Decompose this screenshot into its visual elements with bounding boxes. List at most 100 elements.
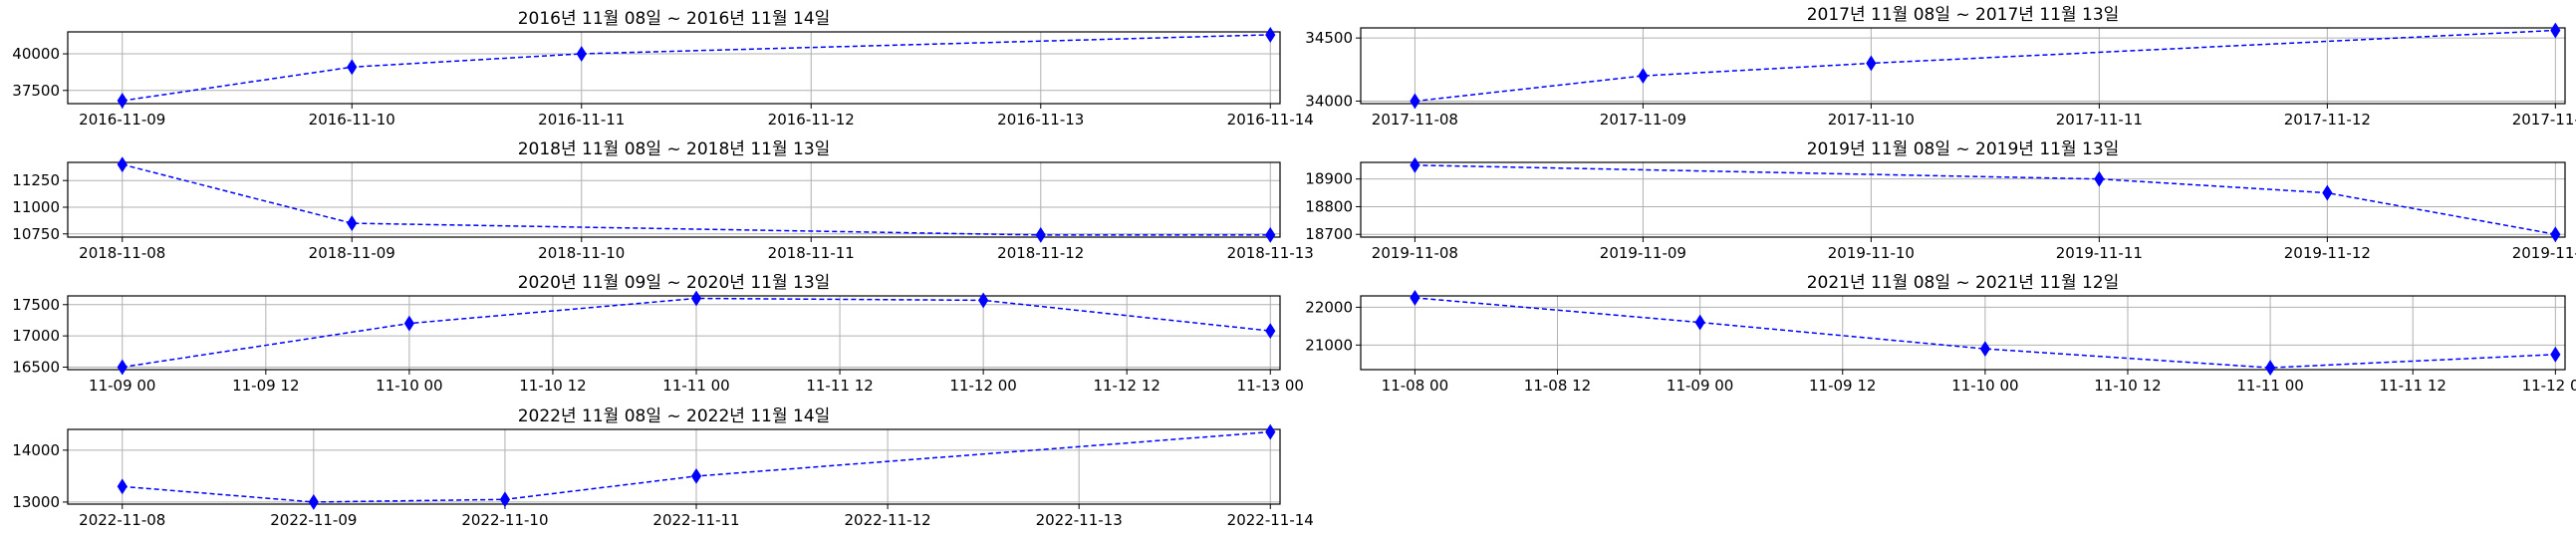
x-tick-label: 2019-11-10 <box>1828 244 1915 262</box>
x-tick-label: 11-08 12 <box>1524 377 1591 395</box>
x-tick-label: 2017-11-10 <box>1828 111 1915 129</box>
y-tick-label: 14000 <box>12 441 60 459</box>
x-tick-label: 11-09 12 <box>232 377 299 395</box>
chart-title: 2022년 11월 08일 ~ 2022년 11월 14일 <box>518 406 831 426</box>
y-tick-label: 17000 <box>12 327 60 345</box>
x-tick-label: 2017-11-13 <box>2512 111 2576 129</box>
x-tick-label: 11-10 12 <box>519 377 586 395</box>
chart-panel-7: 2022-11-08 2022-11-09 2022-11-10 2022-11-11… <box>12 406 1314 529</box>
y-tick-label: 21000 <box>1305 336 1353 354</box>
x-tick-label: 11-12 00 <box>949 377 1016 395</box>
x-tick-label: 2022-11-11 <box>652 511 739 529</box>
x-tick-label: 2016-11-12 <box>768 111 855 129</box>
chart-panel-2: 2017-11-08 2017-11-09 2017-11-10 2017-11-11… <box>1305 5 2576 129</box>
x-tick-label: 2018-11-10 <box>538 244 625 262</box>
x-tick-label: 11-12 12 <box>1093 377 1159 395</box>
x-tick-label: 11-10 12 <box>2094 377 2161 395</box>
y-tick-label: 18900 <box>1305 170 1353 188</box>
data-point <box>1265 323 1276 340</box>
data-point <box>1979 341 1990 358</box>
x-tick-label: 2018-11-11 <box>768 244 855 262</box>
y-tick-label: 34500 <box>1305 29 1353 47</box>
y-tick-label: 13000 <box>12 493 60 511</box>
x-tick-label: 2018-11-13 <box>1227 244 1314 262</box>
x-tick-label: 2017-11-08 <box>1372 111 1458 129</box>
data-point <box>978 292 989 309</box>
data-point <box>2550 346 2561 363</box>
y-tick-label: 18700 <box>1305 225 1353 243</box>
series-line <box>1415 164 2556 235</box>
data-point <box>117 478 128 495</box>
x-tick-label: 11-08 00 <box>1382 377 1448 395</box>
data-point <box>499 491 511 508</box>
x-tick-label: 11-12 00 <box>2522 377 2576 395</box>
data-point <box>1866 55 1877 72</box>
data-point <box>117 93 128 109</box>
data-point <box>2550 226 2561 243</box>
data-point <box>2550 22 2561 39</box>
data-point <box>2094 170 2105 187</box>
x-tick-label: 2022-11-14 <box>1227 511 1314 529</box>
chart-panel-1: 2016-11-09 2016-11-10 2016-11-11 2016-11-12… <box>12 9 1314 129</box>
x-tick-label: 2022-11-13 <box>1036 511 1123 529</box>
y-tick-label: 40000 <box>12 45 60 63</box>
chart-panel-4: 2019-11-08 2019-11-09 2019-11-10 2019-11-11… <box>1305 139 2576 262</box>
y-tick-label: 11250 <box>12 171 60 189</box>
data-point <box>117 156 128 173</box>
axes-frame <box>67 295 1281 371</box>
chart-panel-5: 11-09 00 11-09 12 11-10 00 11-10 12 11-11 00… <box>12 273 1304 395</box>
chart-title: 2020년 11월 09일 ~ 2020년 11월 13일 <box>518 273 831 293</box>
x-tick-label: 2016-11-14 <box>1227 111 1314 129</box>
axes-frame <box>1360 27 2566 105</box>
y-tick-label: 16500 <box>12 358 60 376</box>
data-point <box>117 359 128 376</box>
x-tick-label: 2022-11-12 <box>845 511 931 529</box>
data-point <box>690 467 702 484</box>
data-point <box>1035 226 1046 243</box>
data-point <box>2322 184 2333 201</box>
x-tick-label: 11-09 00 <box>89 377 155 395</box>
x-tick-label: 11-10 00 <box>1951 377 2018 395</box>
x-tick-label: 2017-11-09 <box>1600 111 1686 129</box>
x-tick-label: 2019-11-11 <box>2056 244 2143 262</box>
x-tick-label: 2016-11-09 <box>79 111 165 129</box>
x-tick-label: 2022-11-09 <box>270 511 357 529</box>
x-tick-label: 2018-11-09 <box>309 244 395 262</box>
x-tick-label: 2022-11-08 <box>79 511 165 529</box>
chart-panel-3: 2018-11-08 2018-11-09 2018-11-10 2018-11-11… <box>12 139 1314 262</box>
data-point <box>690 290 702 307</box>
chart-title: 2021년 11월 08일 ~ 2021년 11월 12일 <box>1807 273 2120 293</box>
x-tick-label: 2018-11-08 <box>79 244 165 262</box>
series-line <box>122 34 1271 102</box>
data-point <box>347 215 358 231</box>
chart-title: 2018년 11월 08일 ~ 2018년 11월 13일 <box>518 139 831 159</box>
x-tick-label: 2018-11-12 <box>997 244 1084 262</box>
x-tick-label: 2017-11-11 <box>2056 111 2143 129</box>
data-point <box>1265 423 1276 440</box>
axes-frame <box>1360 161 2566 238</box>
y-tick-label: 17500 <box>12 296 60 314</box>
x-tick-label: 2019-11-09 <box>1600 244 1686 262</box>
x-tick-label: 11-11 12 <box>806 377 873 395</box>
data-point <box>1265 226 1276 243</box>
x-tick-label: 2016-11-13 <box>997 111 1084 129</box>
y-tick-label: 11000 <box>12 198 60 216</box>
data-point <box>347 59 358 76</box>
x-tick-label: 11-11 00 <box>2236 377 2303 395</box>
x-tick-label: 11-13 00 <box>1237 377 1304 395</box>
x-tick-label: 2019-11-08 <box>1372 244 1458 262</box>
data-point <box>2265 360 2276 377</box>
axes-frame <box>67 31 1281 105</box>
y-tick-label: 37500 <box>12 82 60 100</box>
x-tick-label: 2022-11-10 <box>461 511 548 529</box>
data-point <box>403 315 414 332</box>
series-line <box>1415 29 2556 103</box>
y-tick-label: 18800 <box>1305 197 1353 215</box>
x-tick-label: 11-11 12 <box>2379 377 2446 395</box>
x-tick-label: 11-09 00 <box>1667 377 1733 395</box>
y-tick-label: 10750 <box>12 225 60 243</box>
axes-frame <box>1360 295 2566 371</box>
chart-title: 2017년 11월 08일 ~ 2017년 11월 13일 <box>1807 5 2120 25</box>
y-tick-label: 22000 <box>1305 298 1353 316</box>
